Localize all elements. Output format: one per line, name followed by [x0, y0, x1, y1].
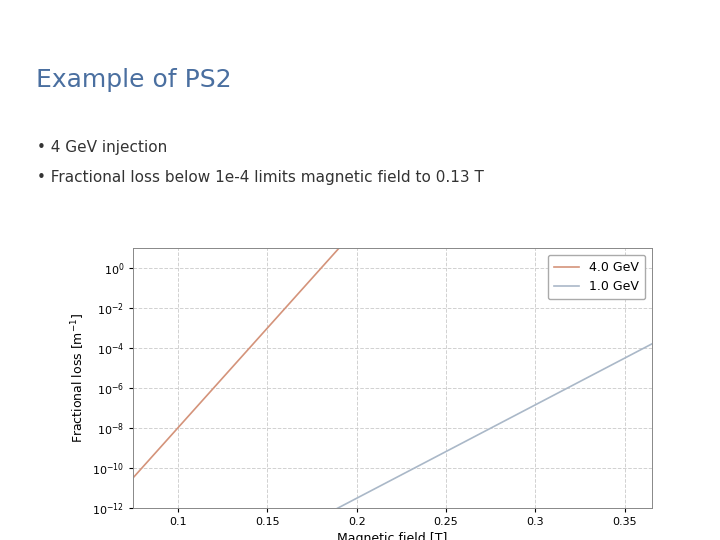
4.0 GeV [343, 235, 352, 242]
X-axis label: Magnetic field [T]: Magnetic field [T] [337, 532, 448, 540]
Legend: 4.0 GeV, 1.0 GeV: 4.0 GeV, 1.0 GeV [548, 255, 645, 299]
4.0 GeV [534, 235, 542, 242]
Text: • 4 GeV injection: • 4 GeV injection [37, 140, 168, 156]
1.0 GeV [485, 426, 493, 432]
Line: 4.0 GeV: 4.0 GeV [133, 239, 652, 478]
Line: 1.0 GeV: 1.0 GeV [133, 344, 652, 540]
4.0 GeV [543, 235, 552, 242]
1.0 GeV [357, 492, 366, 499]
Text: • Fractional loss below 1e-4 limits magnetic field to 0.13 T: • Fractional loss below 1e-4 limits magn… [37, 170, 485, 185]
4.0 GeV [485, 235, 494, 242]
4.0 GeV [647, 235, 656, 242]
1.0 GeV [542, 396, 551, 402]
4.0 GeV [182, 415, 191, 422]
Text: Example of PS2: Example of PS2 [36, 68, 232, 91]
4.0 GeV [338, 241, 347, 247]
4.0 GeV [358, 235, 366, 242]
1.0 GeV [533, 401, 541, 407]
1.0 GeV [647, 341, 656, 347]
Y-axis label: Fractional loss [m$^{-1}$]: Fractional loss [m$^{-1}$] [69, 313, 86, 443]
4.0 GeV [129, 475, 138, 481]
1.0 GeV [338, 502, 347, 509]
